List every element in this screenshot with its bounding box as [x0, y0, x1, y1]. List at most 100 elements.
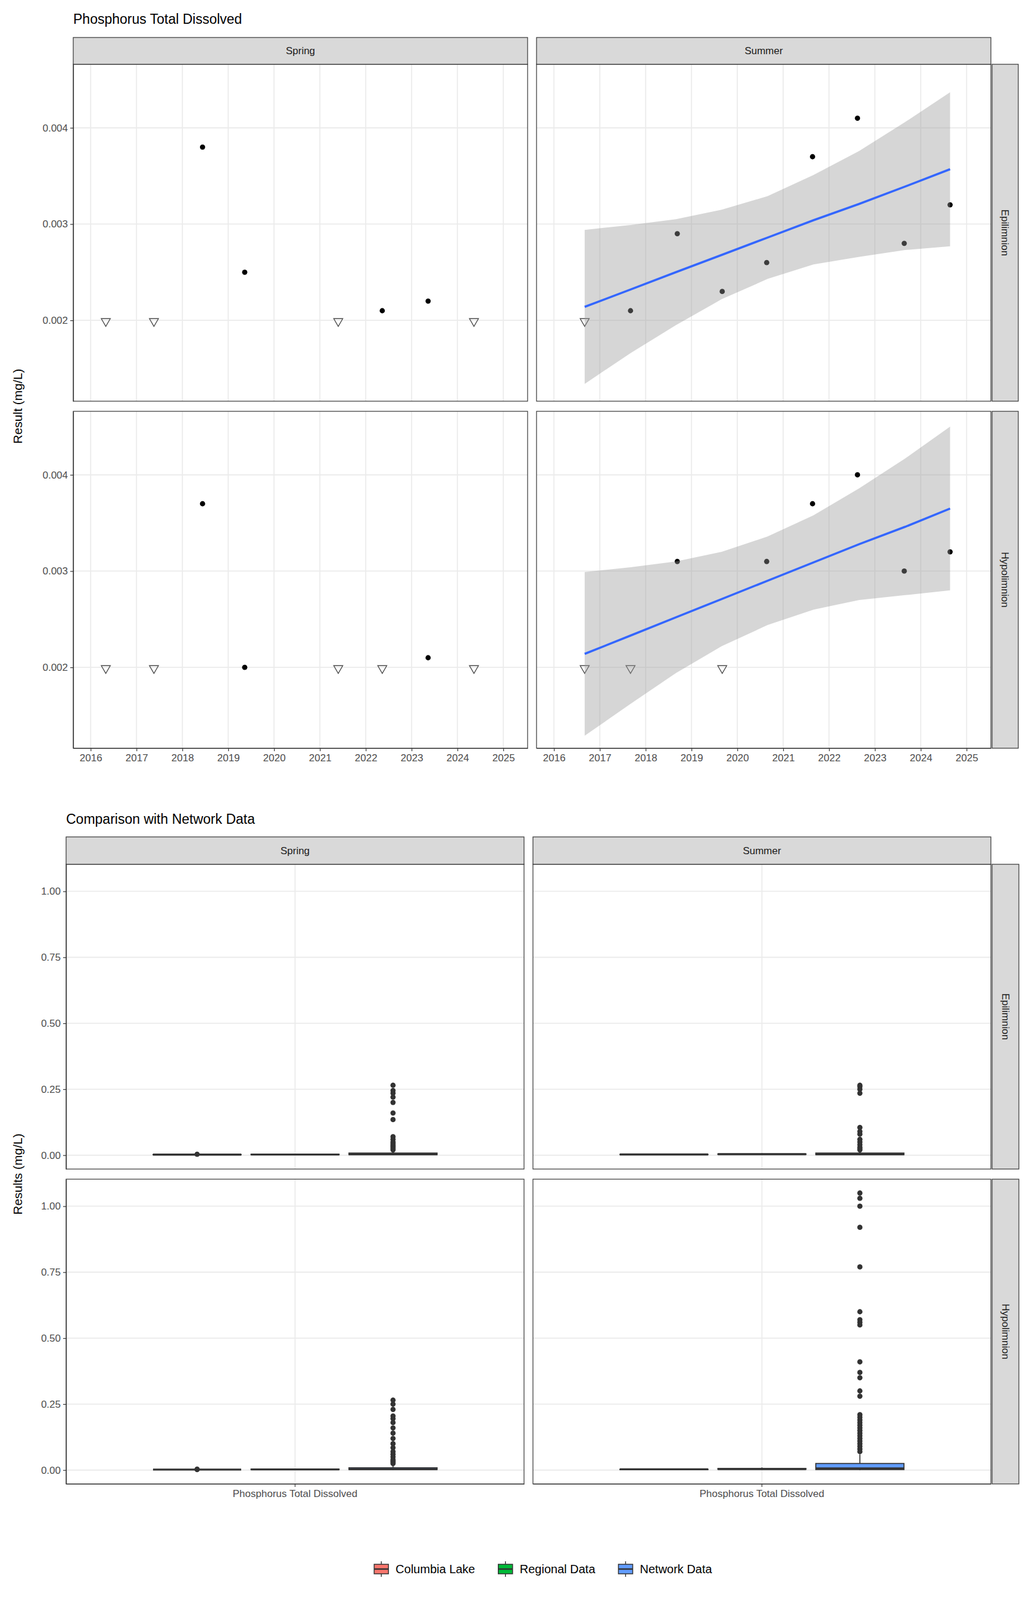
y-axis: 0.0020.0030.004 — [42, 64, 74, 402]
tick-label: 0.003 — [42, 565, 68, 578]
strip-label: Hypolimnion — [999, 1304, 1012, 1361]
box-plot — [348, 1398, 438, 1471]
strip: Epilimnion — [992, 864, 1019, 1170]
data-point — [379, 308, 386, 314]
box — [717, 1154, 806, 1156]
box — [717, 1469, 806, 1470]
tick-label: 1.00 — [41, 1201, 61, 1213]
marks — [153, 1398, 438, 1473]
tick-mark — [70, 667, 74, 669]
grid — [532, 864, 991, 1170]
tick-label: 0.00 — [41, 1150, 61, 1162]
panel-border — [532, 1179, 991, 1485]
axis-line — [73, 748, 529, 750]
grid-line — [135, 64, 137, 402]
tick-mark — [874, 748, 876, 752]
tick-label: 2018 — [171, 752, 195, 765]
panel: 0.000.250.500.751.00Phosphorus Total Dis… — [41, 1179, 525, 1501]
confidence-band — [584, 92, 951, 385]
tick-mark — [63, 1023, 67, 1025]
grid-line — [181, 64, 183, 402]
tick-label: 0.00 — [41, 1465, 61, 1477]
tick-label: 2016 — [79, 752, 103, 765]
box-plot — [619, 1469, 709, 1471]
grid — [536, 411, 991, 749]
tick-label: 0.75 — [41, 1267, 61, 1279]
tick-label: 0.004 — [42, 469, 68, 482]
whisker-upper — [859, 1454, 861, 1465]
panel — [536, 64, 991, 402]
legend-key-background — [496, 1560, 515, 1579]
data-point — [855, 472, 861, 478]
tick-label: 0.50 — [41, 1018, 61, 1030]
data-point — [242, 665, 248, 671]
grid-line — [319, 411, 321, 749]
tick-mark — [70, 475, 74, 476]
tick-label: 0.75 — [41, 952, 61, 964]
outlier — [390, 1095, 396, 1101]
marks — [580, 92, 953, 385]
data-point — [809, 154, 816, 160]
chart-title: Phosphorus Total Dissolved — [73, 11, 242, 27]
outlier — [857, 1449, 863, 1455]
tick: 0.50 — [41, 1333, 67, 1345]
strip-background — [992, 1179, 1019, 1485]
outlier — [390, 1425, 396, 1431]
legend-key-background — [372, 1560, 391, 1579]
box — [619, 1154, 709, 1156]
tick: 0.50 — [41, 1018, 67, 1030]
tick-mark — [63, 1206, 67, 1208]
strip-background — [992, 64, 1019, 402]
outlier — [390, 1110, 396, 1116]
tick-label: 2022 — [818, 752, 841, 765]
data-point — [717, 665, 727, 674]
tick-mark — [63, 1155, 67, 1157]
strip-background — [536, 37, 991, 65]
tick: 2025 — [492, 748, 516, 765]
tick-mark — [273, 748, 275, 752]
tick-label: 2023 — [864, 752, 887, 765]
grid-line — [553, 64, 555, 402]
data-point — [469, 318, 479, 327]
grid-line — [89, 64, 92, 402]
legend: Columbia LakeRegional DataNetwork Data — [372, 1560, 713, 1579]
outlier — [390, 1420, 396, 1427]
grid-line — [181, 411, 183, 749]
tick: 2017 — [125, 748, 149, 765]
legend-item: Network Data — [616, 1560, 713, 1579]
median — [348, 1153, 438, 1156]
median — [815, 1467, 904, 1470]
legend-key-median — [618, 1569, 634, 1571]
grid-line — [965, 64, 968, 402]
tick: 1.00 — [41, 886, 67, 898]
box-plot — [717, 1154, 806, 1156]
grid-line — [965, 411, 968, 749]
panel-border — [66, 1179, 525, 1485]
median — [250, 1154, 339, 1156]
tick-mark — [63, 1470, 67, 1472]
tick: 2018 — [171, 748, 195, 765]
tick-mark — [966, 748, 968, 752]
panel-background — [536, 411, 991, 749]
median — [815, 1153, 904, 1156]
panel-background — [66, 1179, 525, 1485]
legend-key — [373, 1564, 389, 1575]
tick-label: 2021 — [309, 752, 332, 765]
y-axis: 0.002 0.003 0.004 — [42, 412, 74, 750]
box-plot — [717, 1467, 806, 1471]
tick-label: 1.00 — [41, 886, 61, 898]
x-axis: Phosphorus Total Dissolved — [533, 1484, 992, 1501]
strip: Summer — [536, 37, 991, 65]
data-point — [855, 115, 861, 121]
grid — [73, 64, 528, 402]
tick: 2019 — [217, 748, 240, 765]
tick: 0.002 — [42, 662, 74, 674]
grid-line — [73, 666, 528, 669]
tick-mark — [70, 320, 74, 321]
median — [619, 1469, 709, 1471]
panel-border — [536, 64, 991, 402]
outlier — [857, 1132, 863, 1138]
tick: 2022 — [354, 748, 378, 765]
strip: Epilimnion — [992, 64, 1019, 402]
tick-mark — [294, 1484, 296, 1488]
